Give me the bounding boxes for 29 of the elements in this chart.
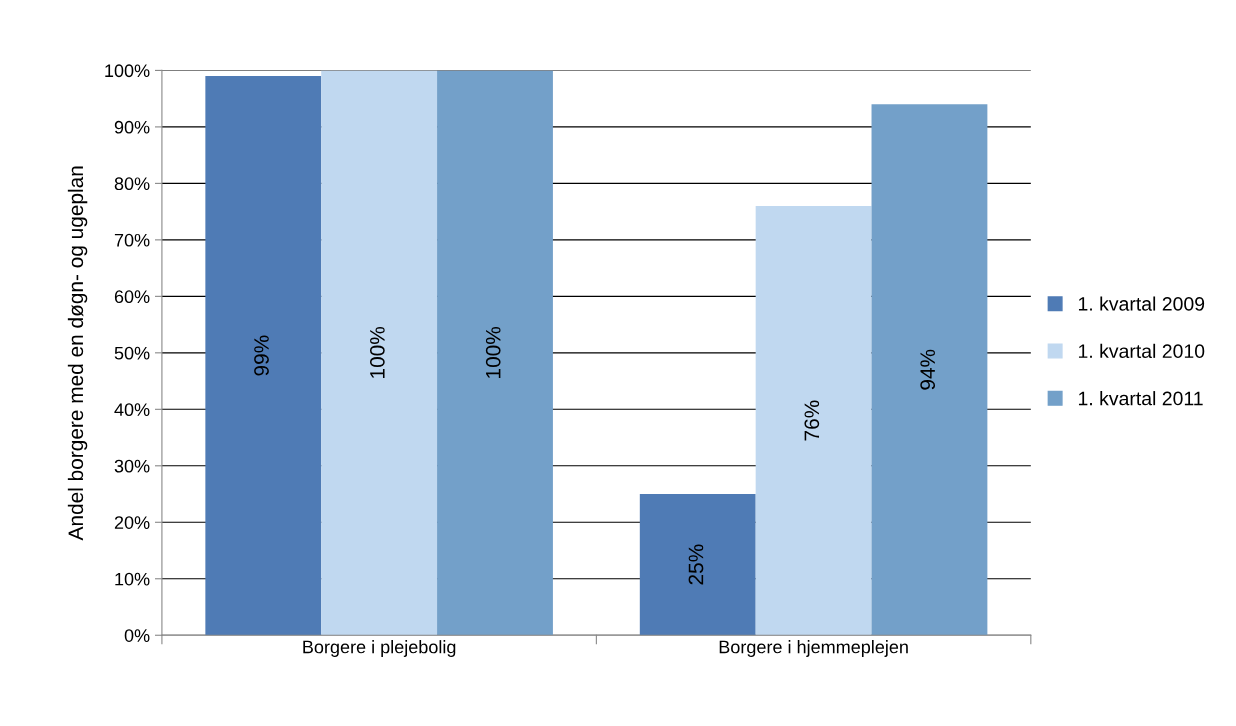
data-label: 99% — [254, 335, 269, 376]
y-tick-label: 10% — [115, 572, 150, 586]
data-label: 100% — [369, 326, 385, 378]
legend-label: 1. kvartal 2011 — [1078, 391, 1203, 406]
y-tick-label: 30% — [114, 459, 150, 473]
y-tick-label: 90% — [114, 120, 150, 134]
data-label: 100% — [485, 326, 501, 378]
bar — [755, 205, 872, 636]
y-tick-label: 100% — [105, 64, 150, 78]
bar — [321, 70, 438, 636]
y-tick-label: 40% — [114, 403, 150, 417]
legend-label: 1. kvartal 2009 — [1078, 296, 1205, 311]
y-tick-label: 80% — [114, 177, 150, 191]
bar — [639, 494, 756, 636]
y-axis-title: Andel borgere med en døgn- og ugeplan — [67, 166, 88, 541]
y-tick-label: 70% — [114, 233, 150, 247]
bar — [437, 70, 553, 636]
y-tick-label: 0% — [124, 629, 150, 642]
data-label: 76% — [804, 400, 820, 441]
bar — [871, 104, 988, 636]
y-tick-label: 50% — [114, 346, 150, 360]
x-tick-label: Borgere i plejebolig — [303, 640, 456, 657]
y-tick-label: 60% — [114, 290, 150, 304]
data-label: 25% — [688, 544, 704, 585]
y-tick-label: 20% — [114, 516, 150, 529]
x-tick-label: Borgere i hjemmeplejen — [719, 640, 908, 657]
data-label: 94% — [920, 349, 936, 390]
legend-label: 1. kvartal 2010 — [1078, 343, 1205, 359]
bar — [205, 76, 322, 636]
